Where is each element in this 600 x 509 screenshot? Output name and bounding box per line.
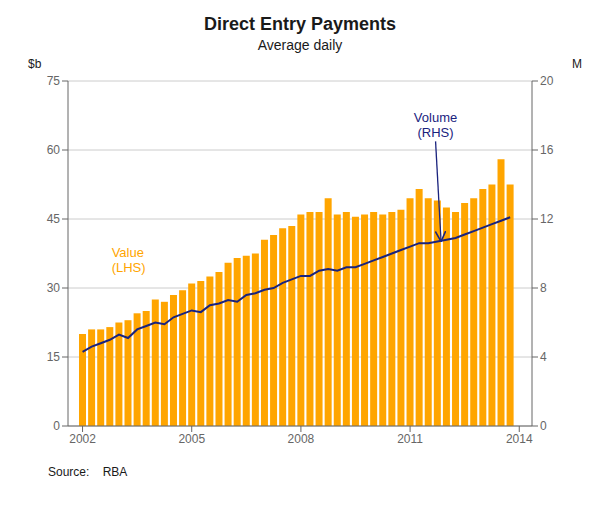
svg-text:2008: 2008	[288, 432, 315, 446]
svg-text:15: 15	[47, 350, 61, 364]
svg-text:30: 30	[47, 281, 61, 295]
svg-text:2005: 2005	[178, 432, 205, 446]
svg-text:16: 16	[540, 143, 554, 157]
svg-text:60: 60	[47, 143, 61, 157]
svg-text:2014: 2014	[506, 432, 533, 446]
html-text:Average daily: Average daily	[257, 37, 343, 53]
html-text:$b: $b	[28, 57, 42, 71]
svg-text:20: 20	[540, 74, 554, 88]
svg-text:12: 12	[540, 212, 554, 226]
svg-text:Volume(RHS): Volume(RHS)	[414, 110, 457, 140]
html-text:Source: RBA: Source: RBA	[48, 465, 128, 479]
svg-text:0: 0	[53, 419, 60, 433]
svg-text:Value(LHS): Value(LHS)	[112, 245, 146, 275]
svg-text:4: 4	[540, 350, 547, 364]
svg-text:8: 8	[540, 281, 547, 295]
svg-text:75: 75	[47, 74, 61, 88]
svg-text:0: 0	[540, 419, 547, 433]
svg-text:2002: 2002	[69, 432, 96, 446]
svg-text:2011: 2011	[397, 432, 423, 446]
html-text:Direct Entry Payments: Direct Entry Payments	[204, 14, 396, 34]
html-text:M: M	[572, 57, 582, 71]
svg-text:45: 45	[47, 212, 61, 226]
